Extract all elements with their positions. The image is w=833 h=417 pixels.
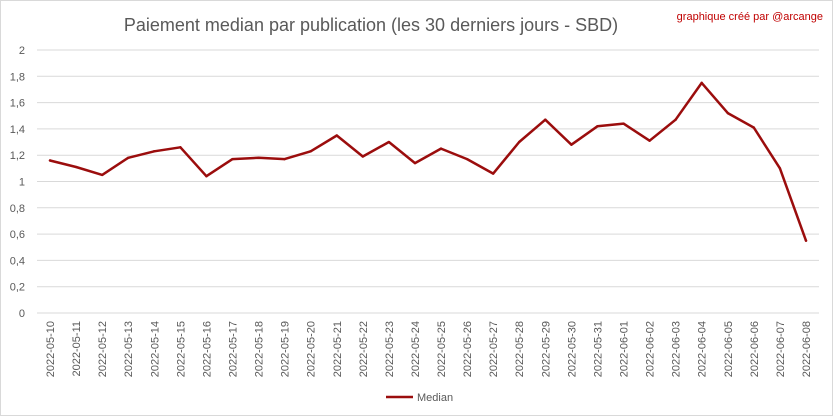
x-tick-label: 2022-05-19 — [280, 321, 292, 377]
x-tick-label: 2022-06-02 — [645, 321, 657, 377]
chart-credit: graphique créé par @arcange — [677, 11, 823, 23]
x-tick-label: 2022-06-08 — [801, 321, 813, 377]
x-tick-label: 2022-05-22 — [358, 321, 370, 377]
y-tick-label: 0 — [19, 308, 25, 320]
grid-lines — [37, 49, 819, 314]
data-point — [465, 157, 469, 161]
y-tick-label: 2 — [19, 45, 25, 57]
data-point — [544, 118, 547, 121]
data-point — [622, 122, 625, 125]
data-point — [413, 161, 417, 165]
x-axis-ticks: 2022-05-10 2022-05-11 2022-05-12 2022-05-13… — [45, 321, 813, 377]
x-tick-label: 2022-05-16 — [201, 321, 213, 377]
x-tick-label: 2022-05-18 — [254, 321, 266, 377]
x-tick-label: 2022-05-15 — [175, 321, 187, 377]
data-point — [205, 175, 208, 178]
y-tick-label: 0,2 — [10, 282, 25, 294]
series-layer — [48, 81, 808, 242]
x-tick-label: 2022-05-28 — [514, 321, 526, 377]
data-point — [804, 239, 808, 242]
chart-title: Paiement median par publication (les 30 … — [124, 15, 618, 35]
x-tick-label: 2022-05-13 — [123, 321, 135, 377]
x-tick-label: 2022-05-29 — [540, 321, 552, 377]
x-tick-label: 2022-05-20 — [306, 321, 318, 377]
x-tick-label: 2022-05-27 — [488, 321, 500, 377]
data-point — [100, 173, 104, 177]
data-point — [179, 146, 182, 149]
y-tick-label: 0,4 — [10, 255, 25, 267]
y-tick-label: 1,4 — [10, 124, 25, 136]
x-tick-label: 2022-06-07 — [775, 321, 787, 377]
x-tick-label: 2022-05-30 — [566, 321, 578, 377]
data-point — [726, 111, 729, 115]
data-point — [674, 118, 677, 121]
data-point — [648, 139, 651, 142]
data-point — [596, 125, 599, 128]
data-point — [752, 126, 756, 129]
y-tick-label: 1,8 — [10, 71, 25, 83]
data-point — [127, 156, 130, 160]
x-tick-label: 2022-05-31 — [592, 321, 604, 377]
y-tick-label: 1,2 — [10, 150, 25, 162]
data-point — [309, 150, 312, 153]
data-point — [361, 155, 365, 158]
x-tick-label: 2022-05-24 — [410, 321, 422, 377]
data-point — [335, 134, 338, 137]
data-point — [778, 167, 782, 170]
data-point — [387, 140, 391, 144]
data-point — [74, 165, 78, 169]
data-point — [700, 81, 703, 85]
x-tick-label: 2022-05-14 — [149, 321, 161, 377]
data-point — [257, 156, 260, 160]
y-tick-label: 0,8 — [10, 203, 25, 215]
data-point — [439, 147, 443, 150]
data-point — [570, 143, 573, 146]
x-tick-label: 2022-05-26 — [462, 321, 474, 377]
data-point — [518, 140, 521, 144]
y-tick-label: 1 — [19, 177, 25, 189]
legend: Median — [386, 392, 453, 404]
x-tick-label: 2022-06-01 — [619, 321, 631, 377]
y-tick-label: 1,6 — [10, 98, 25, 110]
x-tick-label: 2022-05-23 — [384, 321, 396, 377]
data-point — [48, 159, 52, 162]
x-tick-label: 2022-05-10 — [45, 321, 57, 377]
x-tick-label: 2022-05-17 — [228, 321, 240, 377]
x-tick-label: 2022-05-12 — [97, 321, 109, 377]
x-tick-label: 2022-06-05 — [723, 321, 735, 377]
y-tick-label: 0,6 — [10, 229, 25, 241]
x-tick-label: 2022-06-06 — [749, 321, 761, 377]
x-tick-label: 2022-05-25 — [436, 321, 448, 377]
y-axis-ticks: 0 0,2 0,4 0,6 0,8 1 1,2 1,4 1,6 1,8 2 — [10, 45, 25, 320]
x-tick-label: 2022-06-04 — [697, 321, 709, 377]
data-point — [231, 157, 234, 161]
x-tick-label: 2022-05-21 — [332, 321, 344, 377]
series-line-median — [48, 81, 808, 242]
x-tick-label: 2022-05-11 — [71, 321, 83, 376]
data-point — [491, 172, 495, 175]
data-point — [153, 150, 156, 153]
x-tick-label: 2022-06-03 — [671, 321, 683, 377]
legend-label-median: Median — [417, 392, 453, 404]
data-point — [283, 157, 286, 161]
